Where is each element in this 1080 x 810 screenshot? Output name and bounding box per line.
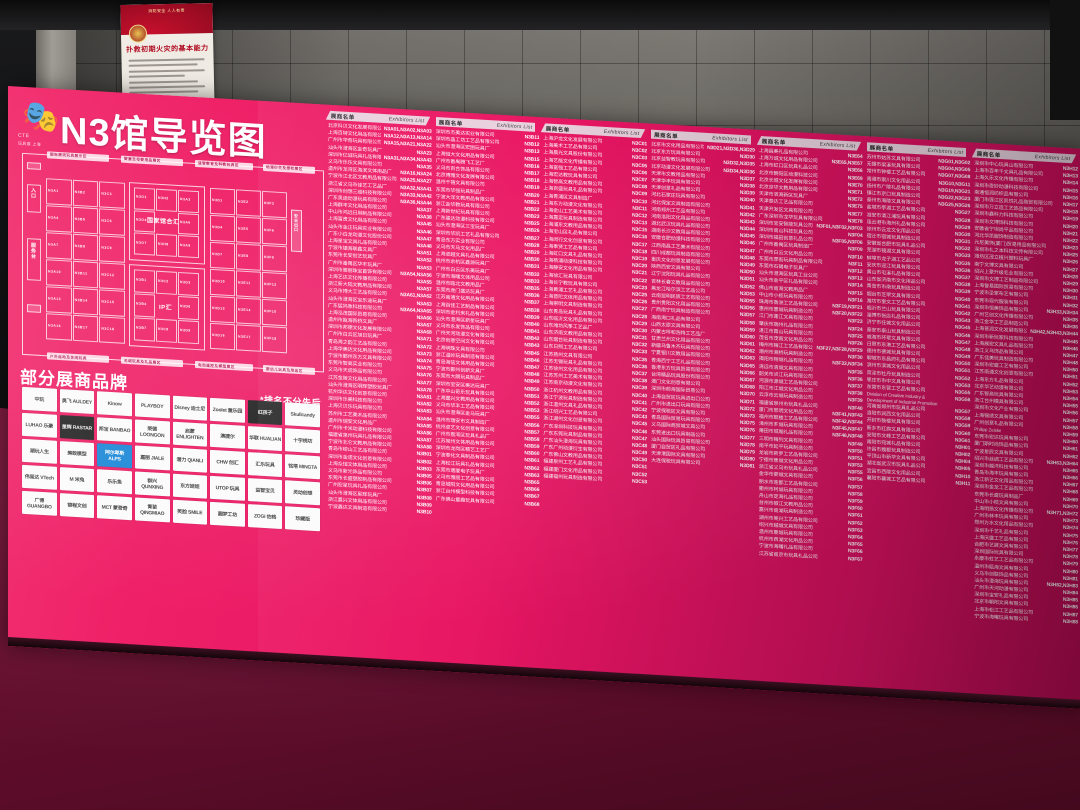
right-dark-edge bbox=[1050, 0, 1080, 120]
n3-hall-directory-banner: 🎭 CTE 玩具展 上海 N3馆导览图 国际潮流玩具展示区 婴童及母婴用品展区 … bbox=[8, 86, 1080, 709]
banner-vignette bbox=[8, 86, 1080, 709]
